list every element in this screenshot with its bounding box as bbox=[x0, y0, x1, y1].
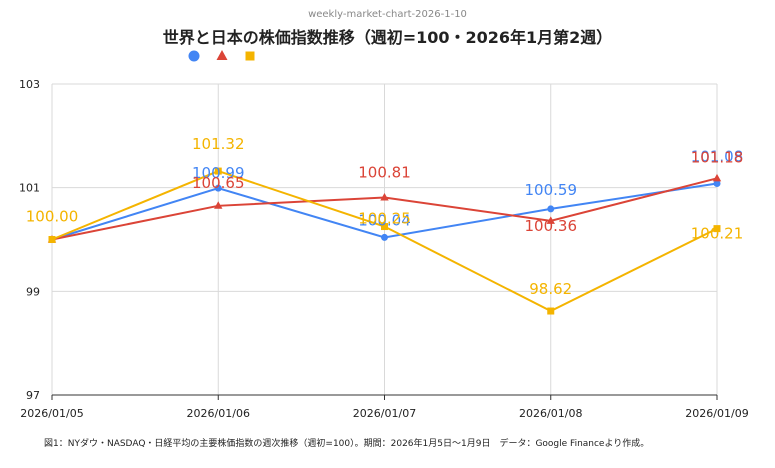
legend-circle-icon bbox=[188, 50, 200, 62]
data-label: 100.00 bbox=[26, 208, 79, 226]
data-label: 98.62 bbox=[529, 280, 572, 298]
figure-caption: 図1：NYダウ・NASDAQ・日経平均の主要株価指数の週次推移（週初=100）。… bbox=[44, 439, 650, 449]
data-label: 100.21 bbox=[691, 225, 744, 243]
point-circle bbox=[214, 184, 222, 192]
x-tick-label: 2026/01/09 bbox=[685, 407, 748, 420]
point-triangle bbox=[546, 216, 555, 224]
y-tick-label: 101 bbox=[19, 182, 40, 195]
data-label: 100.65 bbox=[192, 174, 245, 192]
x-tick-label: 2026/01/07 bbox=[353, 407, 416, 420]
legend-item-square bbox=[245, 51, 255, 61]
x-tick-label: 2026/01/08 bbox=[519, 407, 582, 420]
point-square bbox=[48, 236, 56, 243]
watermark: weekly-market-chart-2026-1-10 bbox=[308, 9, 467, 20]
point-circle bbox=[713, 180, 721, 188]
legend-square-icon bbox=[245, 51, 255, 61]
point-square bbox=[214, 167, 222, 175]
axes-layer: 97 99 101 103 2026/01/05 2026/01/06 2026/01/07… bbox=[19, 78, 749, 420]
x-tick-label: 2026/01/06 bbox=[187, 407, 250, 420]
x-tick-label: 2026/01/05 bbox=[20, 407, 83, 420]
series-layer bbox=[47, 167, 722, 315]
point-triangle bbox=[712, 173, 722, 182]
point-triangle bbox=[380, 193, 389, 201]
data-label: 101.08 bbox=[691, 148, 744, 166]
legend bbox=[188, 50, 255, 62]
data-label: 100.59 bbox=[525, 181, 578, 199]
data-label: 100.99 bbox=[192, 164, 245, 182]
point-square bbox=[547, 307, 555, 315]
legend-item-circle bbox=[188, 50, 200, 62]
data-label: 100.81 bbox=[358, 164, 411, 182]
data-label: 101.18 bbox=[691, 148, 744, 166]
data-label: 100.04 bbox=[358, 211, 411, 229]
y-tick-label: 99 bbox=[26, 285, 40, 298]
y-tick-label: 97 bbox=[26, 389, 40, 402]
data-label: 100.25 bbox=[358, 210, 411, 228]
point-triangle bbox=[214, 201, 223, 209]
chart-title: 世界と日本の株価指数推移（週初=100・2026年1月第2週） bbox=[162, 28, 613, 47]
legend-triangle-icon bbox=[216, 50, 228, 60]
point-circle bbox=[381, 233, 388, 241]
legend-item-triangle bbox=[216, 50, 228, 60]
data-label: 100.36 bbox=[525, 217, 578, 235]
point-circle bbox=[547, 205, 555, 213]
y-tick-label: 103 bbox=[19, 78, 40, 91]
point-square bbox=[713, 225, 721, 233]
data-labels-layer: 100.99 100.04 100.59 101.08 100.65 100.81 100.… bbox=[26, 135, 744, 298]
data-label: 101.32 bbox=[192, 135, 245, 153]
point-square bbox=[381, 223, 388, 231]
